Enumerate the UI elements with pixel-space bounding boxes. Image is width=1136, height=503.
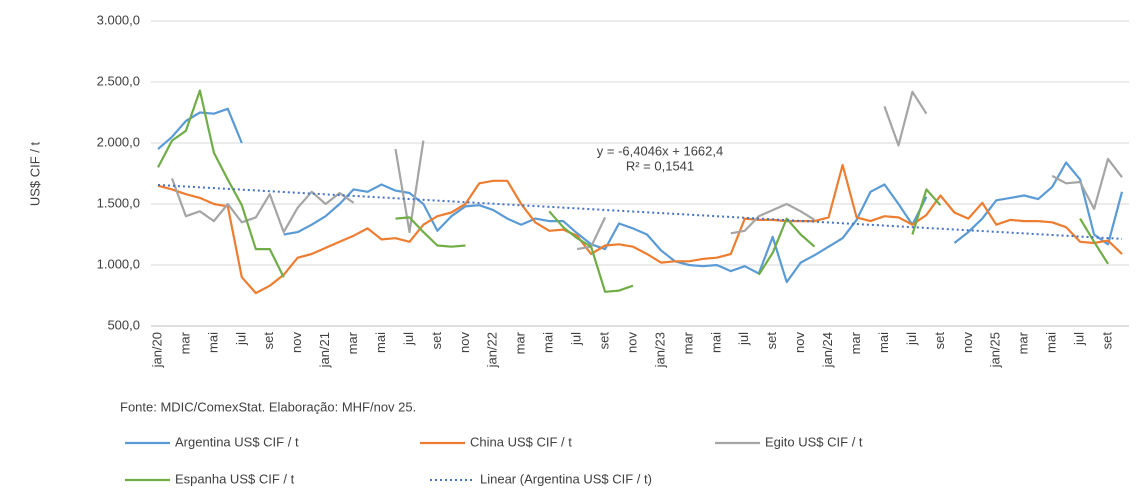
x-tick-label: mai [1044, 332, 1059, 353]
x-tick-label: jan/22 [485, 332, 500, 368]
y-tick-label: 2.500,0 [97, 73, 140, 88]
x-tick-label: set [261, 332, 276, 350]
legend-label: Espanha US$ CIF / t [175, 471, 295, 486]
trend-r2: R² = 0,1541 [626, 158, 694, 173]
x-tick-label: mai [541, 332, 556, 353]
x-tick-label: jul [1072, 332, 1087, 346]
legend-label: Egito US$ CIF / t [765, 434, 863, 449]
series-line [157, 107, 1124, 284]
x-tick-label: jan/20 [149, 332, 164, 368]
x-tick-label: mai [708, 332, 723, 353]
x-tick-label: mar [848, 331, 863, 354]
x-tick-label: nov [960, 332, 975, 353]
x-tick-label: mar [680, 331, 695, 354]
x-tick-label: jul [904, 332, 919, 346]
x-tick-label: jan/25 [988, 332, 1003, 368]
series-line [157, 89, 1109, 293]
x-tick-label: mar [513, 331, 528, 354]
x-tick-label: nov [289, 332, 304, 353]
x-tick-label: jul [569, 332, 584, 346]
trend-equation: y = -6,4046x + 1662,4 [597, 143, 723, 158]
y-tick-label: 3.000,0 [97, 12, 140, 27]
y-tick-label: 1.500,0 [97, 195, 140, 210]
x-tick-label: nov [624, 332, 639, 353]
x-tick-label: mai [373, 332, 388, 353]
y-tick-label: 500,0 [107, 317, 140, 332]
x-tick-label: set [1099, 332, 1114, 350]
x-tick-label: set [764, 332, 779, 350]
y-tick-label: 1.000,0 [97, 256, 140, 271]
x-tick-label: jul [401, 332, 416, 346]
legend-label: Argentina US$ CIF / t [175, 434, 299, 449]
x-tick-label: set [429, 332, 444, 350]
x-tick-label: set [597, 332, 612, 350]
x-tick-label: mai [205, 332, 220, 353]
x-tick-label: mar [345, 331, 360, 354]
x-tick-label: mai [876, 332, 891, 353]
x-tick-label: mar [177, 331, 192, 354]
x-tick-label: mar [1016, 331, 1031, 354]
x-tick-label: set [932, 332, 947, 350]
x-tick-label: jan/21 [317, 332, 332, 368]
y-axis-title: US$ CIF / t [27, 141, 42, 206]
x-tick-label: jan/23 [652, 332, 667, 368]
x-tick-label: jul [736, 332, 751, 346]
trend-line [157, 183, 1123, 240]
legend-label: China US$ CIF / t [470, 434, 572, 449]
x-tick-label: nov [457, 332, 472, 353]
legend-label: Linear (Argentina US$ CIF / t) [480, 471, 652, 486]
source-note: Fonte: MDIC/ComexStat. Elaboração: MHF/n… [120, 399, 416, 414]
x-tick-label: jul [233, 332, 248, 346]
x-tick-label: nov [792, 332, 807, 353]
y-tick-label: 2.000,0 [97, 134, 140, 149]
series-line [157, 163, 1123, 295]
x-tick-label: jan/24 [820, 332, 835, 368]
